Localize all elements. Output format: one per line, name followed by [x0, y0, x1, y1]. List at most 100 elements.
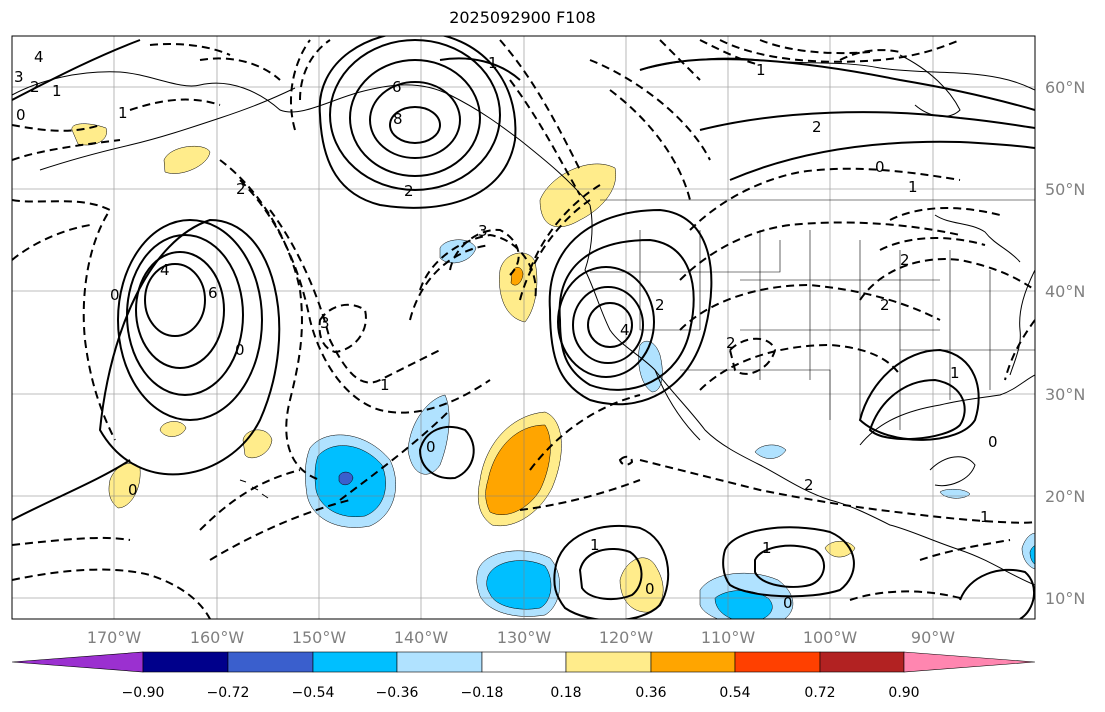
contour-label: 4 [620, 321, 630, 339]
contour-label: 4 [34, 48, 44, 66]
lon-label: 160°W [190, 628, 245, 647]
lon-label: 150°W [292, 628, 347, 647]
lon-label: 130°W [497, 628, 552, 647]
contour-label: 0 [128, 481, 138, 499]
lat-label: 10°N [1045, 589, 1085, 608]
contour-label: 2 [804, 476, 814, 494]
contour-label: 6 [208, 284, 218, 302]
dashed-contours [12, 39, 1035, 619]
yucatan [929, 456, 976, 487]
contour-label: 1 [980, 508, 990, 526]
contour-label: 2 [812, 118, 822, 136]
colorbar-segment [819, 651, 905, 673]
contour-label: 1 [756, 61, 766, 79]
state-borders [590, 199, 1035, 430]
contour-label: 1 [590, 536, 600, 554]
colorbar-segment [227, 651, 314, 673]
contour-labels: 3 4 2 1 0 6 8 2 1 0 6 4 2 1 3 2 0 2 2 3 … [14, 48, 998, 612]
shade-lightblue-5 [754, 444, 787, 459]
contour-label: 0 [426, 438, 436, 456]
map-frame [11, 35, 1036, 620]
lat-label: 40°N [1045, 282, 1085, 301]
shade-cyan-2 [486, 560, 552, 610]
alaska-coast [12, 71, 591, 206]
colorbar-tick-label: 0.54 [719, 685, 750, 701]
lon-label: 90°W [911, 628, 955, 647]
shade-orange-2 [485, 424, 551, 516]
shade-yellow-3 [539, 163, 617, 228]
shade-yellow-9 [619, 557, 664, 613]
shade-yellow-4 [499, 252, 538, 323]
colorbar-tick-labels: −0.90 −0.72 −0.54 −0.36 −0.18 0.18 0.36 … [122, 685, 920, 701]
contour-label: 0 [875, 158, 885, 176]
contour-label: 0 [16, 106, 26, 124]
contour-label: 0 [110, 286, 120, 304]
contour-label: 3 [320, 314, 330, 332]
contour-label: 2 [30, 78, 40, 96]
colorbar-segment [396, 651, 483, 673]
contour-label: 3 [14, 68, 24, 86]
colorbar-tick-label: 0.36 [635, 685, 666, 701]
lon-label: 100°W [803, 628, 858, 647]
latitude-labels: 60°N 50°N 40°N 30°N 20°N 10°N [1045, 78, 1085, 608]
map-gridlines [12, 36, 1035, 619]
aleutian-chain [39, 87, 296, 171]
contour-label: 1 [488, 54, 498, 72]
colorbar-segment [565, 651, 652, 673]
map-background [12, 36, 1035, 619]
colorbar-segment [650, 651, 736, 673]
contour-label: 0 [783, 594, 793, 612]
great-lakes [934, 214, 1021, 263]
shade-cyan-4 [1029, 545, 1035, 565]
east-coast [1009, 269, 1035, 376]
lon-label: 110°W [701, 628, 756, 647]
colorbar-segment [734, 651, 821, 673]
colorbar-tick-label: −0.54 [292, 685, 335, 701]
contour-label: 1 [52, 82, 62, 100]
contour-label: 4 [160, 261, 170, 279]
colorbar-tick-label: 0.90 [888, 685, 919, 701]
contour-label: 8 [393, 110, 403, 128]
contour-label: 6 [392, 78, 402, 96]
map-title: 2025092900 F108 [449, 8, 596, 27]
contour-label: 1 [950, 364, 960, 382]
contour-label: 2 [726, 334, 736, 352]
colorbar-tick-label: −0.90 [122, 685, 165, 701]
contour-label: 3 [478, 222, 488, 240]
lat-label: 60°N [1045, 78, 1085, 97]
contour-label: 0 [645, 580, 655, 598]
colorbar-segment [903, 651, 1036, 673]
longitude-labels: 170°W 160°W 150°W 140°W 130°W 120°W 110°… [87, 628, 955, 647]
lat-label: 30°N [1045, 385, 1085, 404]
lon-label: 140°W [394, 628, 449, 647]
contour-label: 0 [235, 341, 245, 359]
lat-label: 50°N [1045, 180, 1085, 199]
colorbar-tick-label: −0.36 [376, 685, 419, 701]
lat-label: 20°N [1045, 487, 1085, 506]
contour-label: 2 [900, 251, 910, 269]
contour-label: 2 [880, 296, 890, 314]
shade-yellow-5 [159, 421, 187, 437]
lon-label: 170°W [87, 628, 142, 647]
contour-label: 1 [908, 178, 918, 196]
shaded-regions [71, 123, 1035, 619]
colorbar-segment [312, 651, 398, 673]
lon-label: 120°W [599, 628, 654, 647]
colorbar-tick-label: 0.72 [804, 685, 835, 701]
colorbar-segment [481, 651, 567, 673]
colorbar-tick-label: −0.72 [207, 685, 250, 701]
solid-contours [12, 36, 1035, 619]
contour-label: 1 [762, 539, 772, 557]
shade-blue-1 [338, 471, 354, 486]
colorbar-tick-label: 0.18 [550, 685, 581, 701]
contour-label: 2 [236, 180, 246, 198]
colorbar-tick-label: −0.18 [461, 685, 504, 701]
contour-label: 2 [404, 182, 414, 200]
colorbar-segment [11, 651, 144, 673]
shade-yellow-2 [163, 145, 211, 174]
contour-label: 1 [380, 376, 390, 394]
contour-label: 2 [655, 296, 665, 314]
colorbar [11, 651, 1036, 673]
north-america-west-coast [584, 204, 1035, 586]
